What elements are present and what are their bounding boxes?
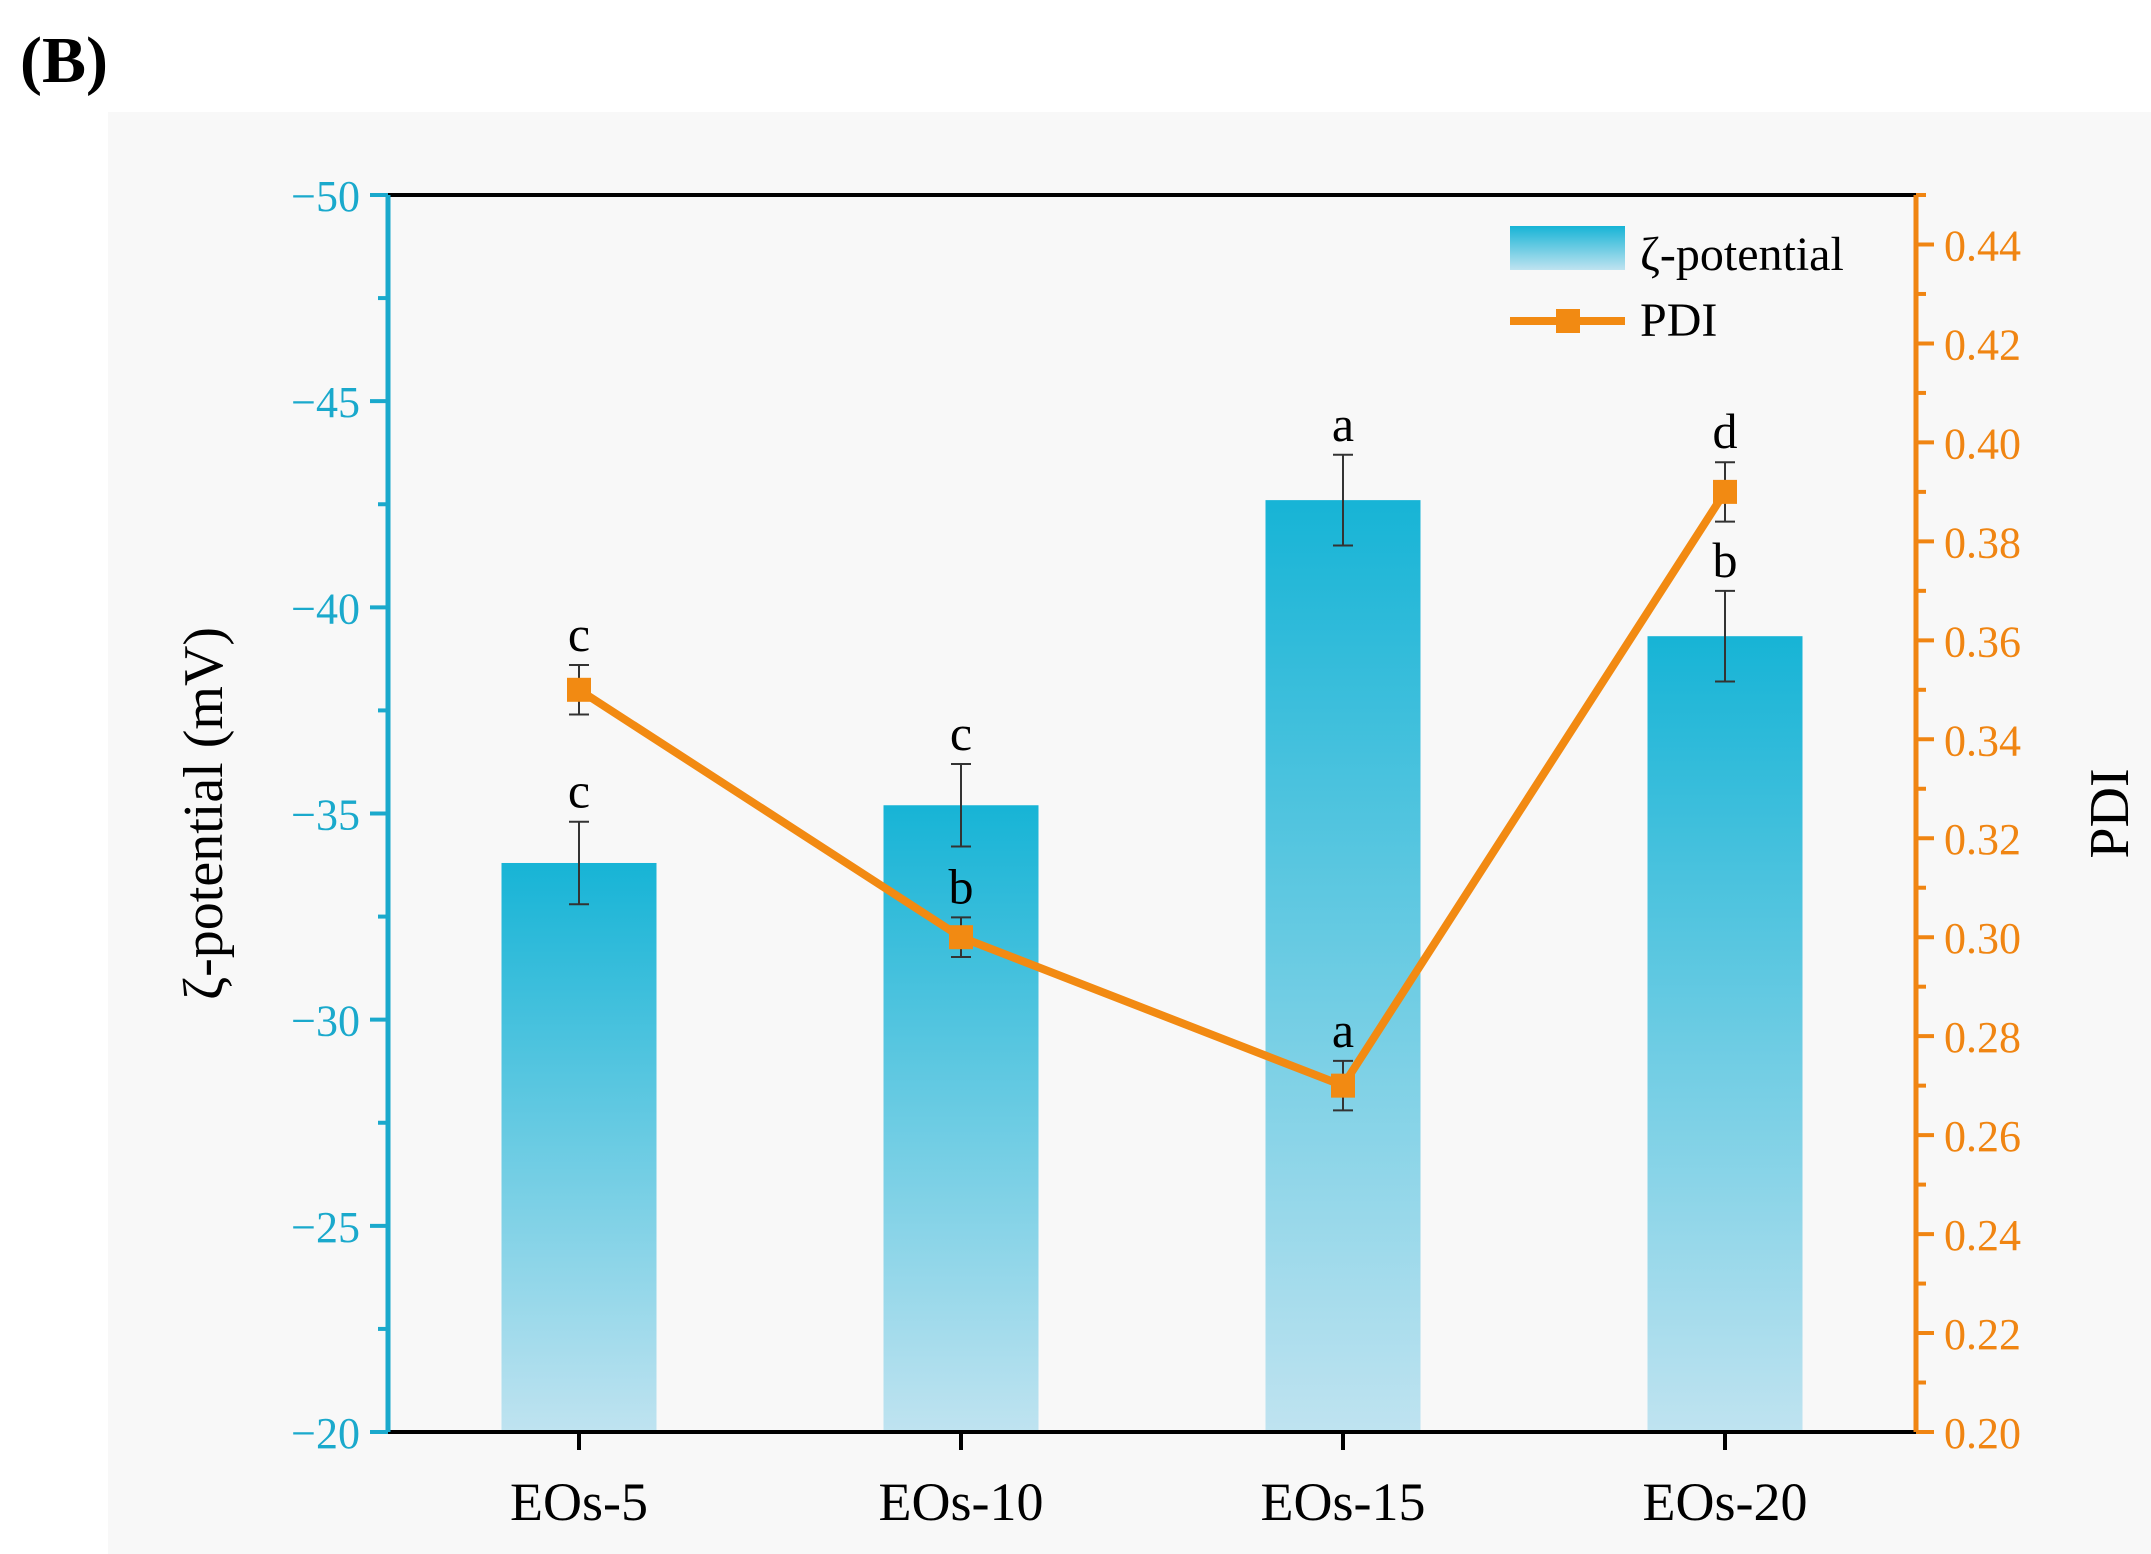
right-tick-label: 0.24 <box>1944 1211 2021 1260</box>
legend: ζ-potential PDI <box>1510 226 1844 347</box>
pdi-line-layer: c b a d <box>567 403 1738 1112</box>
zeta-significance-letter: c <box>568 763 590 819</box>
legend-label-zeta: ζ-potential <box>1640 228 1844 281</box>
left-tick-label: −30 <box>291 997 360 1046</box>
figure-background <box>108 112 2151 1554</box>
right-tick-label: 0.32 <box>1944 815 2021 864</box>
right-tick-label: 0.26 <box>1944 1112 2021 1161</box>
pdi-marker <box>1331 1073 1355 1098</box>
left-tick-label: −45 <box>291 378 360 427</box>
x-tick-label: EOs-5 <box>510 1472 648 1532</box>
pdi-line <box>576 489 1729 1090</box>
legend-bar-swatch <box>1510 226 1625 270</box>
pdi-significance-letter: a <box>1332 1002 1354 1058</box>
zeta-significance-letter: b <box>1713 532 1738 588</box>
x-tick-label: EOs-15 <box>1261 1472 1426 1532</box>
x-tick-label: EOs-20 <box>1643 1472 1808 1532</box>
right-tick-label: 0.42 <box>1944 320 2021 369</box>
left-tick-label: −25 <box>291 1203 360 1252</box>
pdi-significance-letter: c <box>568 606 590 662</box>
legend-label-pdi: PDI <box>1640 294 1717 347</box>
zeta-significance-letter: c <box>950 705 972 761</box>
zeta-significance-letter: a <box>1332 396 1354 452</box>
left-axis-ticks: −50 −45 −40 −35 −30 −25 −20 <box>291 172 388 1458</box>
pdi-marker <box>567 677 591 702</box>
pdi-marker <box>949 925 973 950</box>
right-tick-label: 0.36 <box>1944 617 2021 666</box>
right-tick-label: 0.44 <box>1944 221 2021 270</box>
right-axis-title: PDI <box>2079 768 2141 858</box>
x-tick-label: EOs-10 <box>879 1472 1044 1532</box>
zeta-bar <box>883 805 1039 1432</box>
panel-label: (B) <box>20 24 108 97</box>
right-tick-label: 0.20 <box>1944 1409 2021 1458</box>
pdi-significance-letter: b <box>949 858 974 914</box>
zeta-bar <box>1647 636 1803 1432</box>
pdi-significance-letter: d <box>1713 403 1738 459</box>
right-tick-label: 0.28 <box>1944 1013 2021 1062</box>
pdi-marker <box>1713 479 1737 504</box>
left-axis-title: ζ-potential (mV) <box>173 627 235 1000</box>
left-tick-label: −40 <box>291 584 360 633</box>
left-tick-label: −35 <box>291 791 360 840</box>
right-tick-label: 0.34 <box>1944 716 2021 765</box>
x-axis-ticks: EOs-5 EOs-10 EOs-15 EOs-20 <box>510 1432 1807 1532</box>
right-tick-label: 0.30 <box>1944 914 2021 963</box>
right-axis-ticks: 0.20 0.22 0.24 0.26 0.28 0.30 0.32 0.34 0.36 0.38… <box>1916 193 2021 1458</box>
right-tick-label: 0.38 <box>1944 518 2021 567</box>
left-tick-label: −20 <box>291 1409 360 1458</box>
bars-layer: c c a b <box>501 396 1803 1432</box>
right-tick-label: 0.22 <box>1944 1310 2021 1359</box>
zeta-bar <box>1265 500 1421 1432</box>
left-tick-label: −50 <box>291 172 360 221</box>
legend-marker-swatch <box>1556 309 1580 333</box>
zeta-bar <box>501 862 657 1432</box>
right-tick-label: 0.40 <box>1944 419 2021 468</box>
